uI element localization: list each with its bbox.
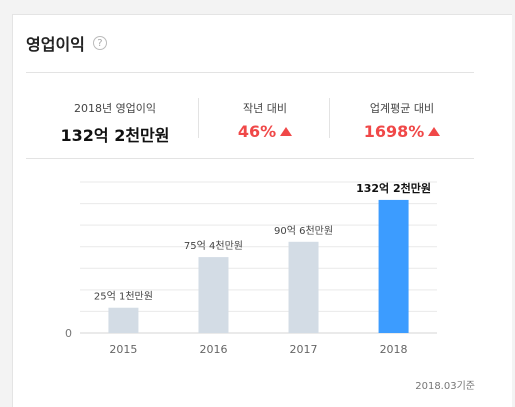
operating-profit-card [12, 14, 512, 407]
stat-separator [329, 98, 330, 138]
stats-divider [26, 158, 474, 159]
x-tick-label: 2018 [380, 343, 408, 356]
stat-yoy: 작년 대비 46% [190, 100, 340, 141]
section-title: 영업이익 [26, 35, 85, 54]
question-circle-icon[interactable]: ? [92, 36, 107, 50]
stat-label: 작년 대비 [243, 102, 287, 115]
bar-2016 [198, 257, 229, 333]
x-tick-label: 2017 [290, 343, 318, 356]
stat-separator [198, 98, 199, 138]
bar-2018 [378, 199, 409, 333]
y-tick-label: 0 [65, 327, 72, 340]
stat-label: 2018년 영업이익 [73, 102, 157, 115]
bar-2017 [288, 241, 319, 333]
x-tick-label: 2016 [199, 343, 227, 356]
data-label: 25억 1천만원 [94, 291, 153, 303]
stat-label: 업계평균 대비 [369, 102, 435, 115]
up-arrow-icon [280, 127, 293, 136]
title-row: 영업이익 ? [26, 31, 107, 55]
bar-2015 [108, 307, 139, 333]
stat-value: 46% [237, 122, 277, 141]
stat-industry: 업계평균 대비 1698% [327, 100, 477, 141]
x-tick-label: 2015 [109, 343, 137, 356]
stat-value-row: 46% [190, 122, 340, 141]
data-label: 90억 6천만원 [274, 225, 333, 237]
up-arrow-icon [428, 127, 441, 136]
stat-value: 1698% [363, 122, 425, 141]
stat-value-row: 1698% [327, 122, 477, 141]
top-divider [26, 72, 474, 73]
data-label: 132억 2천만원 [356, 181, 431, 195]
stat-value: 132억 2천만원 [60, 126, 170, 145]
stat-annual-profit: 2018년 영업이익 132억 2천만원 [40, 100, 190, 146]
data-label: 75억 4천만원 [184, 240, 243, 252]
footnote: 2018.03기준 [415, 381, 475, 392]
